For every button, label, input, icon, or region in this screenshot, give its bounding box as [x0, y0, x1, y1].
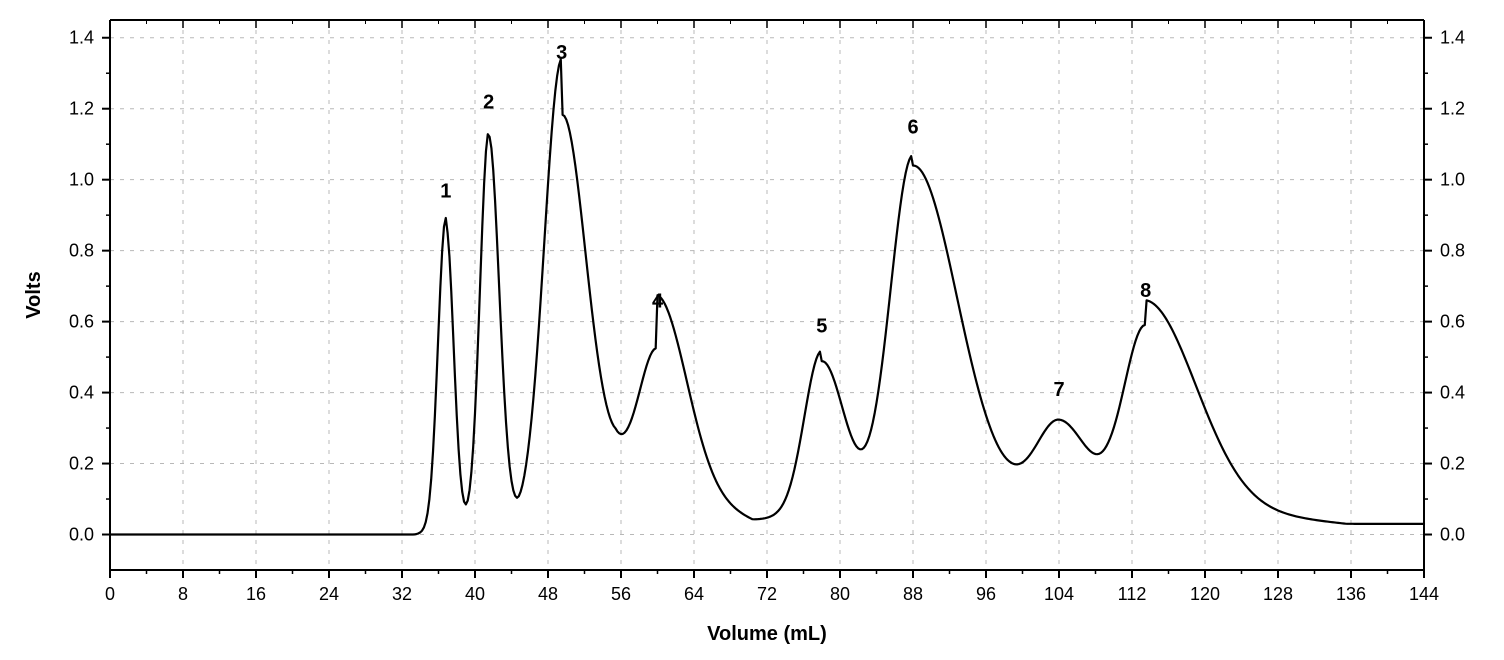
peak-label: 7: [1053, 379, 1064, 401]
x-tick-label: 120: [1190, 584, 1220, 604]
y-right-tick-label: 0.6: [1440, 312, 1465, 332]
x-tick-label: 40: [465, 584, 485, 604]
y-left-tick-label: 0.2: [69, 454, 94, 474]
y-left-tick-label: 1.0: [69, 170, 94, 190]
x-tick-label: 96: [976, 584, 996, 604]
peak-label: 1: [440, 180, 451, 202]
peak-label: 5: [816, 315, 827, 337]
y-right-tick-label: 0.8: [1440, 241, 1465, 261]
y-right-tick-label: 1.2: [1440, 99, 1465, 119]
x-tick-label: 128: [1263, 584, 1293, 604]
y-right-tick-label: 1.4: [1440, 28, 1465, 48]
chromatogram-chart: 0816243240485664728088961041121201281361…: [0, 0, 1504, 660]
peak-label: 8: [1140, 280, 1151, 302]
y-right-tick-label: 0.0: [1440, 525, 1465, 545]
x-tick-label: 112: [1118, 584, 1147, 604]
x-tick-label: 16: [246, 584, 266, 604]
y-left-tick-label: 0.6: [69, 312, 94, 332]
x-axis-label: Volume (mL): [707, 623, 827, 645]
x-tick-label: 56: [611, 584, 631, 604]
y-left-tick-label: 1.4: [69, 28, 94, 48]
x-tick-label: 136: [1336, 584, 1366, 604]
y-left-tick-label: 0.8: [69, 241, 94, 261]
x-tick-label: 48: [538, 584, 558, 604]
y-right-tick-label: 0.4: [1440, 383, 1465, 403]
y-right-tick-label: 0.2: [1440, 454, 1465, 474]
x-tick-label: 88: [903, 584, 923, 604]
y-left-tick-label: 0.4: [69, 383, 94, 403]
y-left-tick-label: 1.2: [69, 99, 94, 119]
x-tick-label: 144: [1409, 584, 1439, 604]
x-tick-label: 0: [105, 584, 115, 604]
x-tick-label: 104: [1044, 584, 1074, 604]
x-tick-label: 32: [392, 584, 412, 604]
y-axis-label: Volts: [23, 271, 45, 318]
peak-label: 2: [483, 92, 494, 114]
x-tick-label: 80: [830, 584, 850, 604]
x-tick-label: 64: [684, 584, 704, 604]
y-left-tick-label: 0.0: [69, 525, 94, 545]
chart-svg: 0816243240485664728088961041121201281361…: [0, 0, 1504, 660]
peak-label: 3: [556, 42, 567, 64]
peak-label: 4: [652, 290, 664, 312]
y-right-tick-label: 1.0: [1440, 170, 1465, 190]
x-tick-label: 8: [178, 584, 188, 604]
x-tick-label: 24: [319, 584, 339, 604]
x-tick-label: 72: [757, 584, 777, 604]
peak-label: 6: [907, 117, 918, 139]
